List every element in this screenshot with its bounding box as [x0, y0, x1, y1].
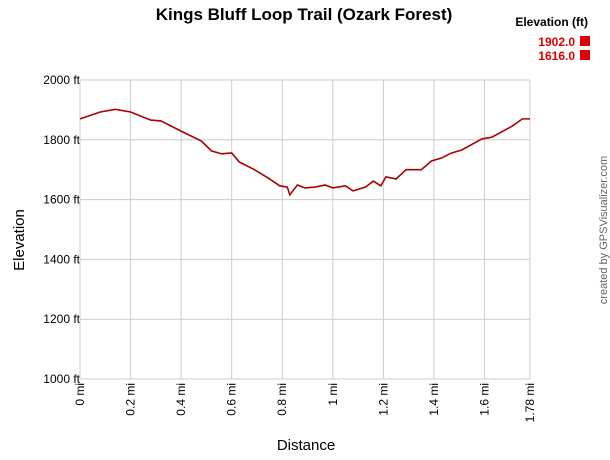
y-tick-label: 1200 ft	[43, 312, 80, 326]
chart-title: Kings Bluff Loop Trail (Ozark Forest)	[156, 5, 453, 24]
legend-swatch	[580, 36, 590, 46]
credit: created by GPSVisualizer.com	[598, 156, 610, 304]
y-axis-label: Elevation	[11, 209, 28, 271]
x-tick-label: 0.6 mi	[225, 383, 239, 416]
y-tick-label: 1400 ft	[43, 252, 80, 266]
y-tick-label: 1000 ft	[43, 372, 80, 386]
x-tick-label: 1 mi	[326, 383, 340, 406]
y-tick-label: 1800 ft	[43, 133, 80, 147]
x-tick-label: 0.8 mi	[275, 383, 289, 416]
y-tick-label: 2000 ft	[43, 73, 80, 87]
elevation-line	[79, 108, 530, 197]
legend-title: Elevation (ft)	[515, 15, 588, 29]
legend-item: 1902.0	[538, 35, 575, 49]
x-tick-label: 1.78 mi	[523, 383, 537, 422]
legend-swatch	[580, 50, 590, 60]
x-tick-label: 0.2 mi	[124, 383, 138, 416]
x-tick-label: 1.2 mi	[376, 383, 390, 416]
y-tick-label: 1600 ft	[43, 193, 80, 207]
x-tick-label: 0.4 mi	[174, 383, 188, 416]
x-tick-label: 1.4 mi	[427, 383, 441, 416]
x-tick-label: 0 mi	[73, 383, 87, 406]
legend-item: 1616.0	[538, 49, 575, 63]
x-axis-label: Distance	[277, 437, 335, 454]
x-tick-label: 1.6 mi	[477, 383, 491, 416]
